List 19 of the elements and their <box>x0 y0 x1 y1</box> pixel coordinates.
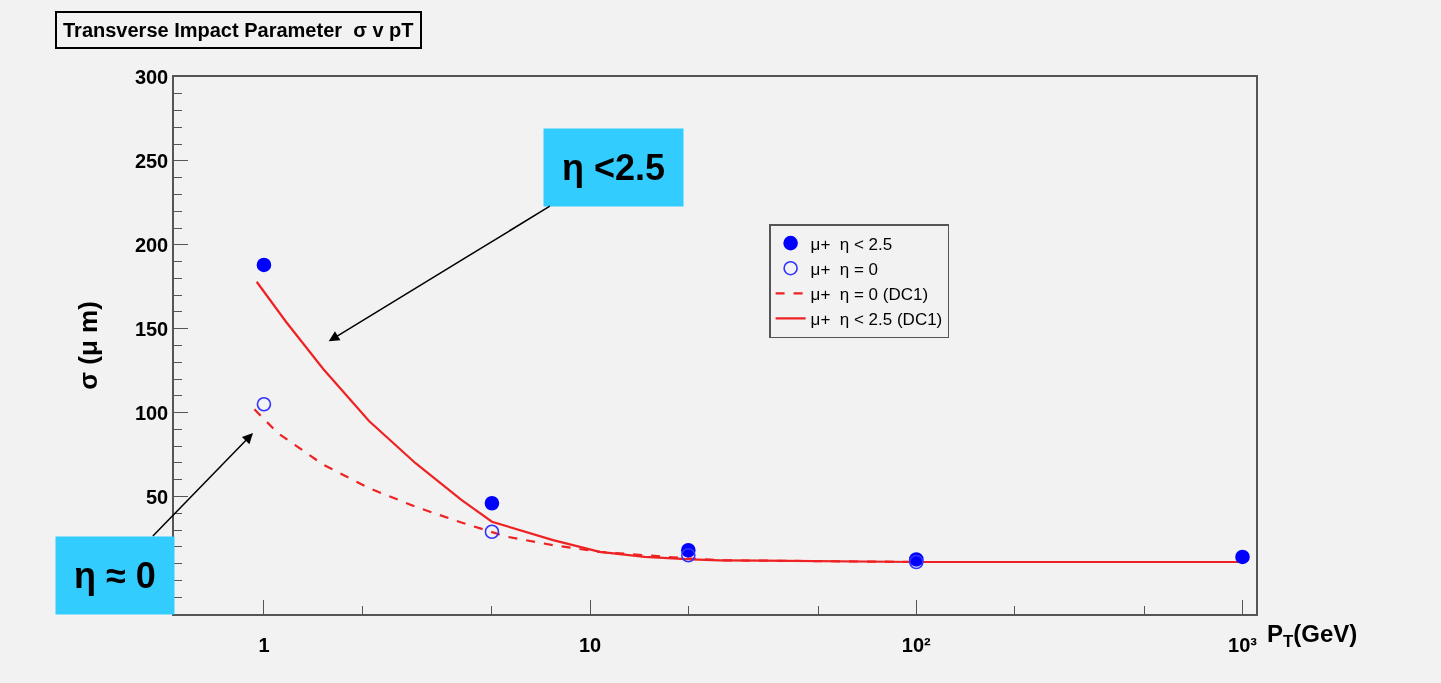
y-tick-label: 300 <box>134 66 169 88</box>
x-tick-label: 10³ <box>1228 633 1258 656</box>
y-tick-label: 150 <box>134 317 169 340</box>
x-tick-label: 10² <box>901 633 932 656</box>
annotation: η <2.5 <box>562 147 666 188</box>
y-tick-label: 200 <box>134 233 169 256</box>
legend-label: μ+ η < 2.5 (DC1) <box>810 310 943 330</box>
chart-title: Transverse Impact Parameter σ v pT <box>63 19 414 41</box>
y-axis-title: σ (μ m) <box>72 301 103 390</box>
x-axis-title: P$_{T}$(GeV) <box>1267 620 1358 652</box>
legend-label: μ+ η = 0 <box>810 259 879 279</box>
legend-label: μ+ η = 0 (DC1) <box>810 284 929 304</box>
x-tick-label: 1 <box>258 633 270 656</box>
x-tick-label: 10 <box>578 633 602 656</box>
text: η ≈ 0 <box>74 555 156 596</box>
y-tick-label: 100 <box>134 401 169 424</box>
legend-label: μ+ η < 2.5 <box>810 234 893 254</box>
y-tick-label: 50 <box>146 485 169 508</box>
y-tick-label: 250 <box>134 149 169 172</box>
